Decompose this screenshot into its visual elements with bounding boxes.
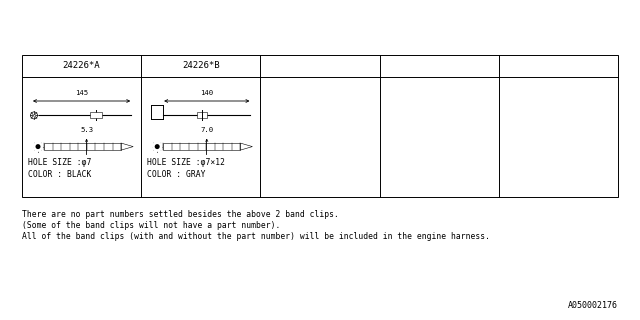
Text: 24226*B: 24226*B (182, 61, 220, 70)
Text: COLOR : BLACK: COLOR : BLACK (28, 170, 92, 179)
Circle shape (152, 141, 162, 152)
Bar (197, 112, 207, 118)
Text: There are no part numbers settled besides the above 2 band clips.: There are no part numbers settled beside… (22, 210, 339, 219)
Text: (Some of the band clips will not have a part number).: (Some of the band clips will not have a … (22, 221, 280, 230)
Circle shape (155, 144, 160, 149)
Text: 5.3: 5.3 (80, 127, 93, 132)
Circle shape (35, 144, 40, 149)
Text: 7.0: 7.0 (200, 127, 213, 132)
Text: 140: 140 (200, 90, 213, 96)
Polygon shape (121, 143, 133, 150)
Bar (90, 112, 102, 118)
Text: HOLE SIZE :φ7: HOLE SIZE :φ7 (28, 158, 92, 167)
Bar (163, 143, 241, 150)
Text: HOLE SIZE :φ7×12: HOLE SIZE :φ7×12 (147, 158, 225, 167)
Text: All of the band clips (with and without the part number) will be included in the: All of the band clips (with and without … (22, 232, 490, 241)
Polygon shape (241, 143, 252, 150)
Text: 24226*A: 24226*A (63, 61, 100, 70)
Text: A050002176: A050002176 (568, 301, 618, 310)
Bar (44, 143, 121, 150)
Circle shape (33, 141, 43, 152)
Bar (22, 55, 618, 197)
Text: 145: 145 (75, 90, 88, 96)
Text: COLOR : GRAY: COLOR : GRAY (147, 170, 205, 179)
